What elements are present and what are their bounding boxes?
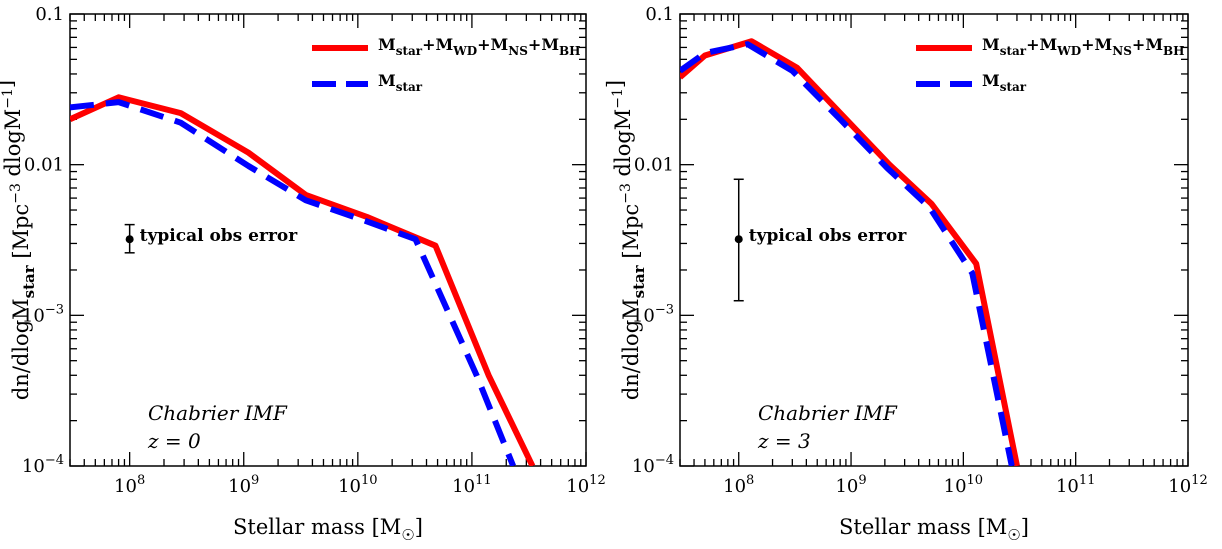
y-axis-title: dn/dlogMstar [Mpc−3 dlogM−1]	[603, 80, 648, 400]
x-tick-label: 1012	[566, 473, 605, 497]
plot-frame	[69, 13, 587, 467]
error-bar-point	[125, 235, 134, 244]
imf-label: Chabrier IMF	[758, 401, 898, 425]
y-tick-label: 0.01	[634, 155, 674, 176]
series-mstar-line	[680, 41, 1015, 466]
y-axis-title: dn/dlogMstar [Mpc−3 dlogM−1]	[0, 80, 38, 400]
x-tick-label: 1010	[944, 473, 983, 497]
annotation-typical-obs-error: typical obs error	[749, 226, 908, 246]
x-tick-label: 1011	[1056, 473, 1095, 497]
x-tick-label: 1010	[338, 473, 377, 497]
y-tick-label: 0.01	[24, 155, 64, 176]
y-tick-label: 0.1	[645, 4, 674, 25]
x-tick-label: 1011	[452, 473, 491, 497]
y-tick-label: 0.1	[35, 4, 64, 25]
x-axis-title: Stellar mass [M☉]	[839, 515, 1029, 544]
imf-label: Chabrier IMF	[148, 401, 288, 425]
redshift-label: z = 0	[147, 429, 201, 453]
chart-panel-2: 108 109 1010 1011 1012 10−4 10−3 0.01 0.1 Stellar…	[603, 4, 1208, 544]
x-axis-title: Stellar mass [M☉]	[233, 515, 423, 544]
legend-label: Mstar+MWD+MNS+MBH	[378, 35, 581, 58]
x-tick-label: 1012	[1168, 473, 1207, 497]
series-mstar-line	[70, 99, 516, 466]
annotation-typical-obs-error: typical obs error	[140, 226, 299, 246]
plot-frame	[679, 13, 1189, 467]
error-bar-point	[734, 235, 743, 244]
legend-label: Mstar	[982, 71, 1027, 94]
x-tick-label: 109	[228, 473, 259, 497]
x-tick-label: 109	[835, 473, 866, 497]
x-tick-label: 108	[723, 473, 754, 497]
chart-panel-1: 108 109 1010 1011 1012 10−4 10−3 0.01 0.1 Stellar…	[0, 4, 606, 544]
y-tick-label: 10−3	[22, 302, 64, 326]
legend-label: Mstar+MWD+MNS+MBH	[982, 35, 1185, 58]
legend-label: Mstar	[378, 71, 423, 94]
y-tick-label: 10−3	[632, 302, 674, 326]
y-tick-label: 10−4	[22, 453, 64, 477]
redshift-label: z = 3	[757, 429, 811, 453]
y-tick-label: 10−4	[632, 453, 674, 477]
series-total-line	[70, 94, 536, 466]
x-tick-label: 108	[114, 473, 145, 497]
